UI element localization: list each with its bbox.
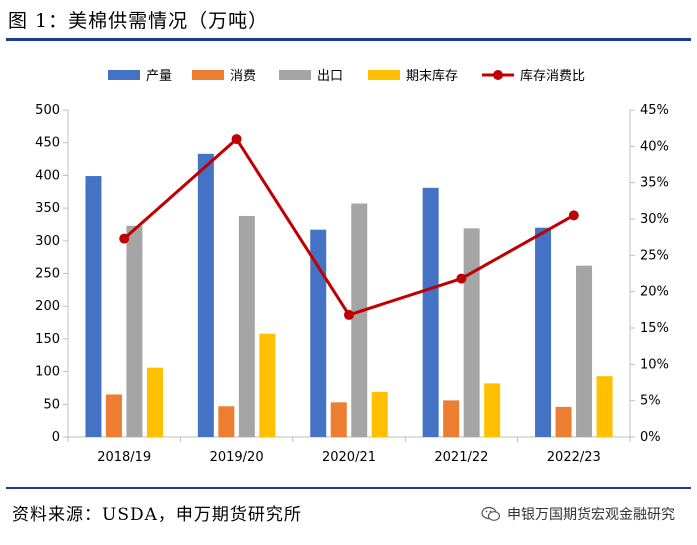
bar [463,228,480,437]
y-tick-label: 0 [52,430,60,445]
bar [146,367,163,437]
y-tick-label: 500 [35,103,60,118]
y2-tick-label: 20% [640,285,669,300]
bar [371,391,388,437]
x-tick-label: 2020/21 [322,450,376,465]
bar [443,400,460,437]
ratio-point [344,309,354,320]
legend-label: 期末库存 [406,68,458,84]
x-tick-label: 2022/23 [547,450,601,465]
legend-swatch [368,70,400,80]
bar [555,406,572,437]
bars [85,153,613,437]
y-tick-label: 400 [35,168,60,183]
legend: 产量 消费 出口 期末库存 库存消费比 [108,68,585,84]
ratio-line-path [123,136,575,317]
x-tick-label: 2018/19 [97,450,151,465]
bar [596,376,613,437]
legend-marker [493,70,503,80]
legend-swatch [192,70,224,80]
bar [310,229,327,437]
y2-tick-label: 10% [640,357,669,372]
y2-tick-label: 0% [640,430,661,445]
y-tick-label: 150 [35,332,60,347]
wechat-icon [481,506,501,521]
bar [126,225,143,437]
legend-label: 出口 [317,69,343,84]
bar [105,394,122,437]
x-tick-label: 2019/20 [210,450,264,465]
y-tick-label: 450 [35,136,60,151]
y-tick-label: 50 [43,397,60,412]
bar [197,153,214,437]
ratio-line [119,134,579,320]
legend-swatch [279,70,311,80]
y-tick-label: 300 [35,234,60,249]
bar [238,215,255,437]
x-tick-label: 2021/22 [434,450,488,465]
y-tick-label: 200 [35,299,60,314]
y2-tick-label: 35% [640,176,669,191]
bar [576,265,593,437]
ratio-point [568,210,579,221]
y2-tick-label: 5% [640,394,661,409]
bar [484,383,501,437]
y-tick-label: 350 [35,201,60,216]
bar [535,227,552,437]
y2-tick-label: 15% [640,321,669,336]
ratio-point [456,273,467,284]
legend-label: 产量 [146,69,172,84]
source-rule [6,487,691,489]
y2-tick-label: 25% [640,248,669,263]
source-note: 资料来源：USDA，申万期货研究所 [12,505,302,525]
bar [85,176,102,437]
y-tick-label: 100 [35,365,60,380]
figure-title: 图 1：美棉供需情况（万吨） [8,10,269,32]
y2-tick-label: 30% [640,212,669,227]
y-tick-label: 250 [35,267,60,282]
y2-tick-label: 40% [640,139,669,154]
bar [330,402,347,437]
bar [259,333,276,437]
y2-tick-label: 45% [640,103,669,118]
title-rule [6,38,691,41]
legend-swatch [108,70,140,80]
ratio-point [119,233,130,244]
bar [351,203,368,437]
bar [422,187,439,437]
legend-label: 消费 [230,69,256,84]
watermark-text: 申银万国期货宏观金融研究 [507,507,675,523]
ratio-point [231,134,242,145]
watermark: 申银万国期货宏观金融研究 [481,504,675,524]
legend-label: 库存消费比 [520,68,585,84]
chart: 产量 消费 出口 期末库存 库存消费比 0 50 100 150 200 250 300 350 400… [35,68,669,465]
bar [218,406,235,437]
